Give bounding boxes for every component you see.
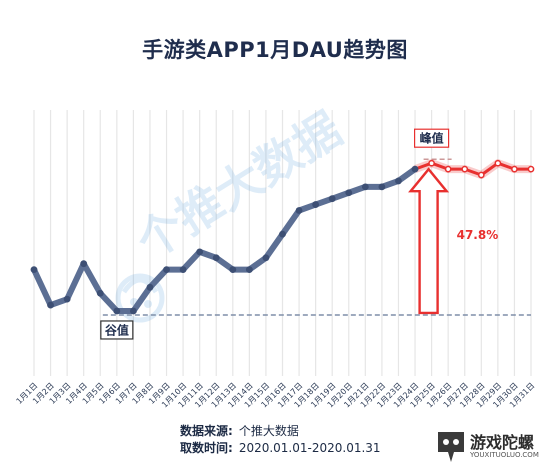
data-point [444, 165, 452, 173]
data-point [361, 183, 369, 191]
data-point [395, 177, 402, 185]
data-point [113, 307, 121, 315]
data-point [477, 171, 485, 179]
data-point [328, 195, 336, 203]
gamepad-icon [438, 432, 464, 462]
data-point [196, 248, 204, 256]
data-point [179, 266, 187, 273]
peak-label: 峰值 [420, 131, 444, 146]
data-point [30, 266, 38, 273]
data-point [279, 230, 286, 238]
data-point [47, 301, 54, 309]
data-point [411, 165, 419, 173]
low-label-box [100, 320, 134, 340]
brand-logo: 游戏陀螺 YOUXITUOLUO.COM [432, 420, 550, 472]
data-point [146, 283, 154, 291]
data-point [428, 159, 435, 167]
dau-series [30, 159, 535, 315]
data-point [229, 266, 237, 273]
data-point [212, 254, 220, 262]
data-point [130, 307, 137, 315]
data-point [511, 165, 518, 173]
growth-arrow [408, 167, 450, 315]
data-point [494, 159, 502, 167]
data-point [96, 289, 104, 297]
data-point [378, 183, 386, 191]
source-value: 个推大数据 [238, 424, 299, 438]
range-label: 取数时间: [180, 441, 233, 455]
data-point [80, 260, 88, 268]
range-value: 2020.01.01-2020.01.31 [238, 441, 381, 455]
chart-title: 手游类APP1月DAU趋势图 [142, 38, 408, 62]
data-point [461, 165, 469, 173]
data-point [295, 207, 303, 214]
range-line: 取数时间: 2020.01.01-2020.01.31 [180, 439, 381, 456]
data-point [312, 201, 320, 208]
watermark-text: 个推大数据 [127, 102, 351, 270]
grid-lines [33, 110, 532, 376]
data-point [63, 295, 71, 303]
reference-lines [102, 158, 531, 316]
x-axis-ticks: 1月1日1月2日1月3日1月4日1月5日1月6日1月7日1月8日1月9日1月10… [15, 381, 537, 409]
growth-label: 47.8% [457, 228, 499, 242]
source-line: 数据来源: 个推大数据 [180, 422, 299, 439]
low-label: 谷值 [105, 322, 129, 337]
source-label: 数据来源: [180, 424, 233, 438]
annotations: 谷值 峰值 47.8% [100, 128, 499, 340]
data-point [262, 254, 270, 262]
brand-url: YOUXITUOLUO.COM [470, 451, 539, 459]
data-point [163, 266, 170, 273]
data-point [245, 266, 253, 273]
brand-name: 游戏陀螺 [470, 433, 535, 452]
data-point [345, 189, 353, 197]
data-point [527, 165, 535, 173]
peak-label-box [414, 128, 450, 148]
